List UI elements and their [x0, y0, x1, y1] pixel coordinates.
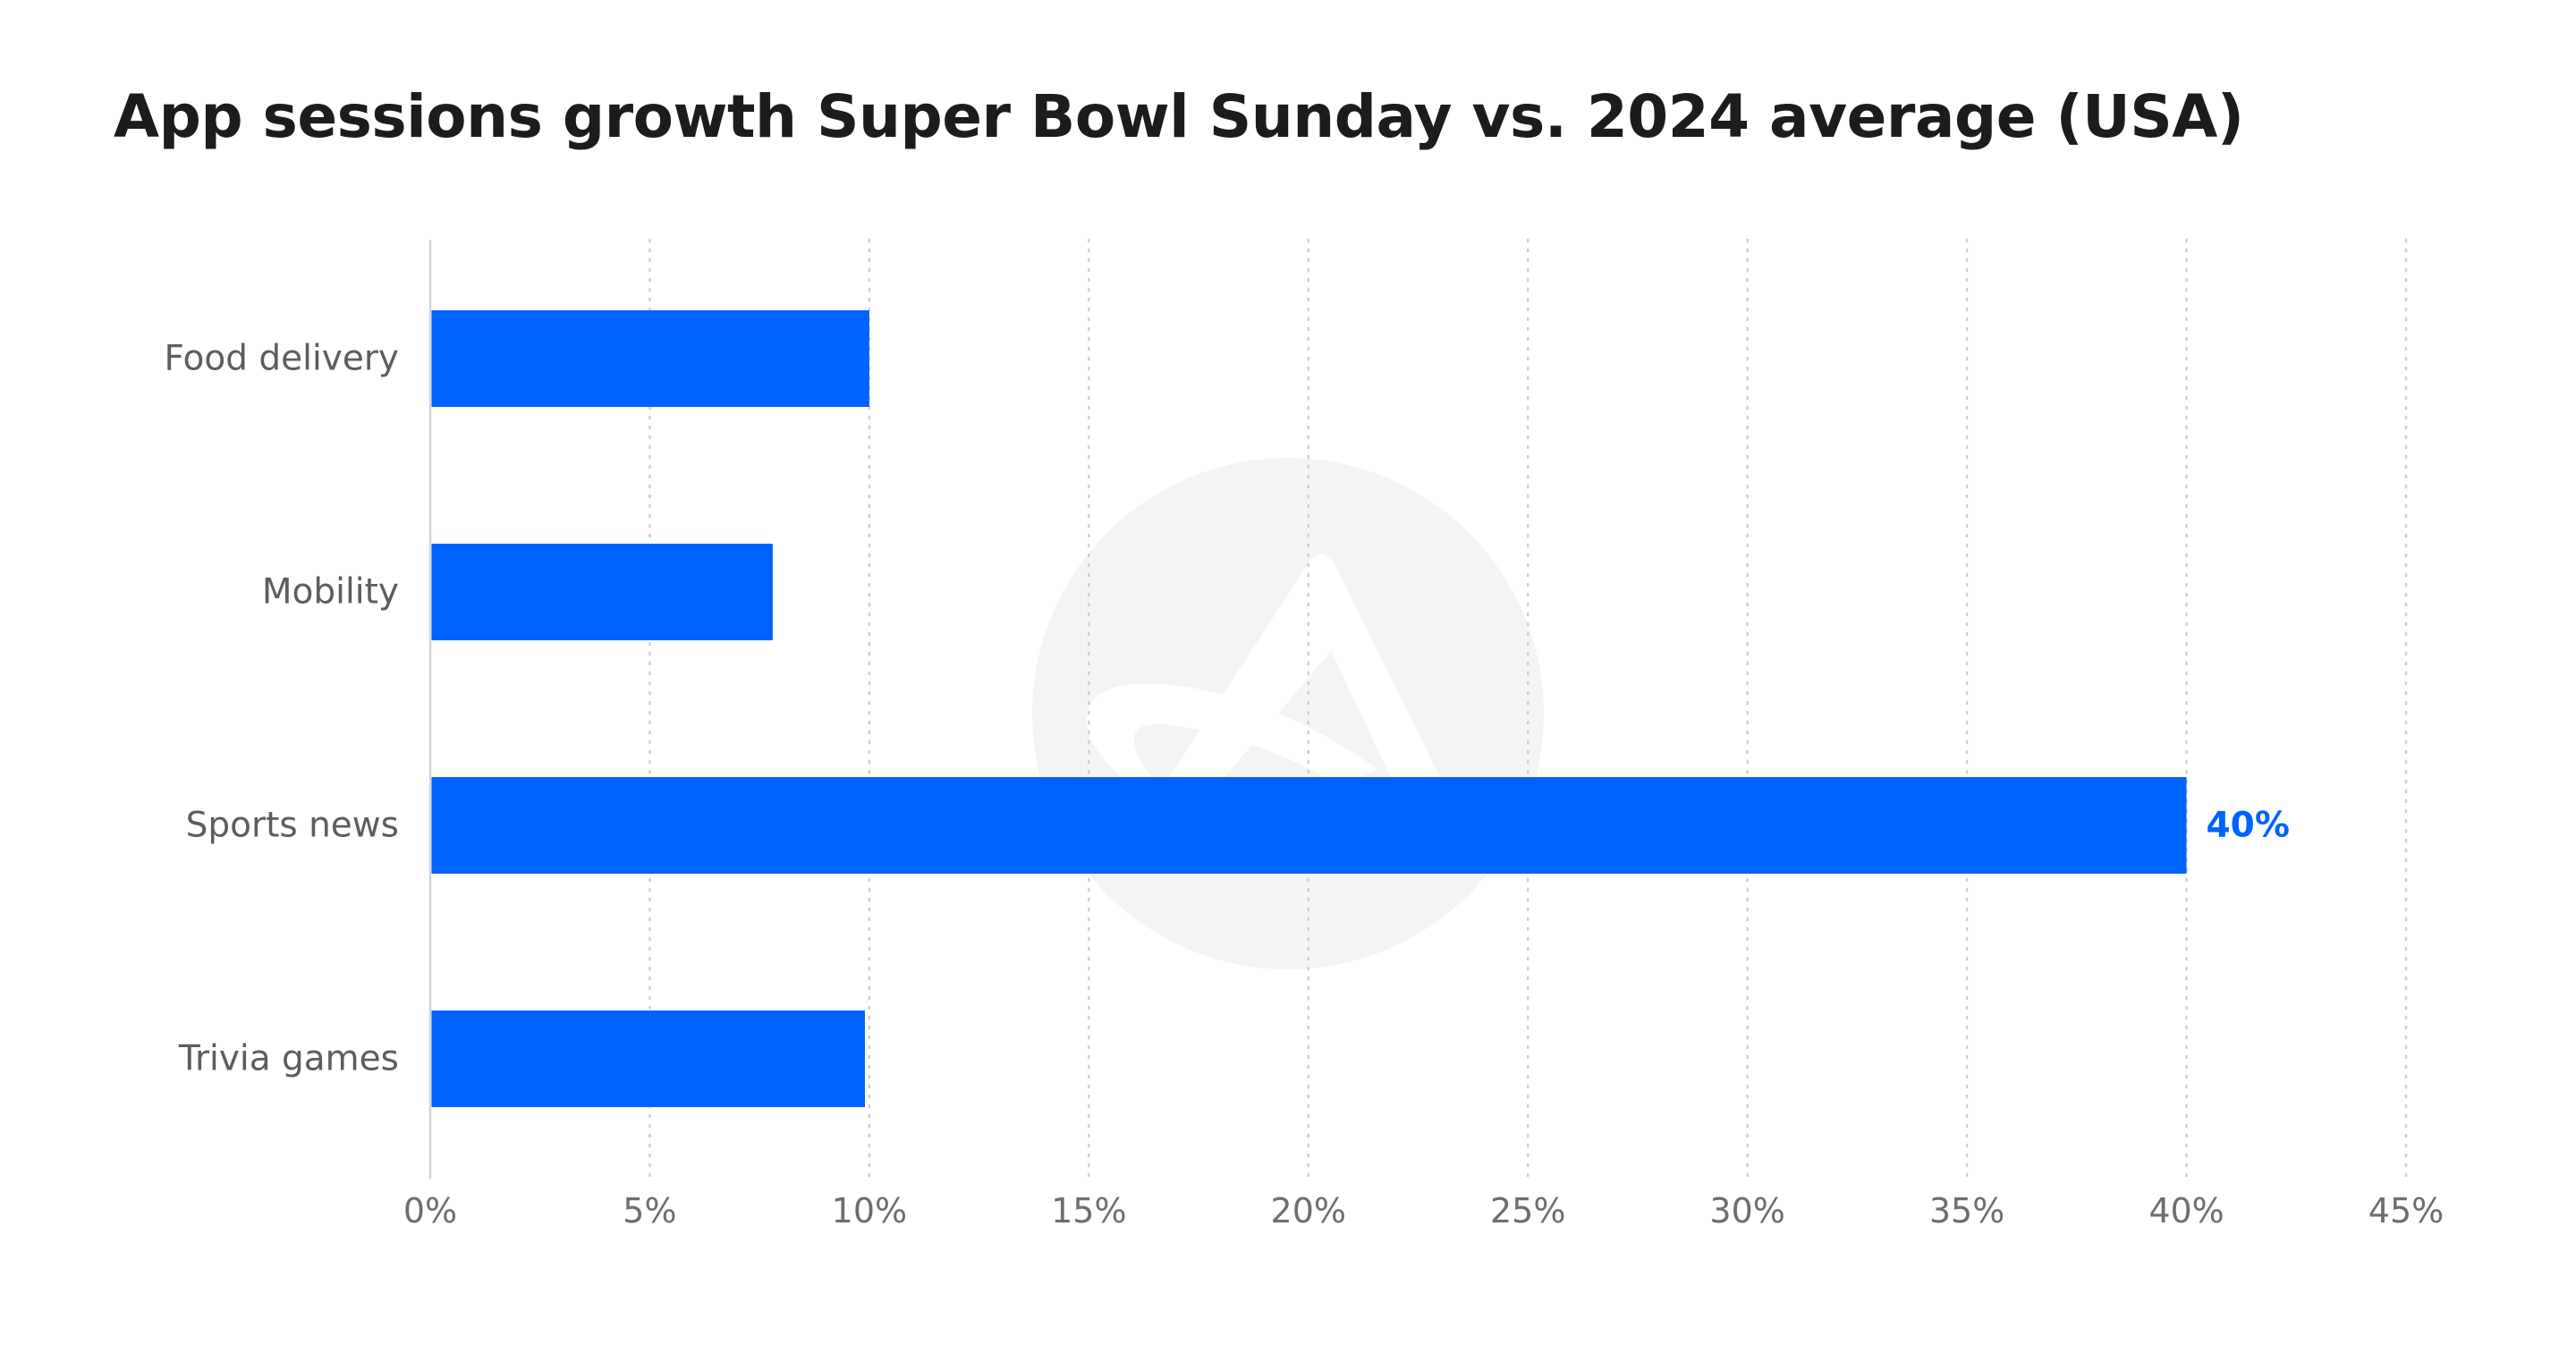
chart-title: App sessions growth Super Bowl Sunday vs…	[114, 82, 2244, 151]
bar	[431, 1011, 865, 1107]
x-tick-label: 10%	[832, 1191, 907, 1230]
category-label: Sports news	[186, 806, 399, 846]
x-tick-labels: 0% 5% 10% 15% 20% 25% 30% 35% 40% 45%	[403, 1191, 2444, 1230]
x-tick-label: 40%	[2148, 1191, 2224, 1230]
bars	[431, 310, 2187, 1107]
category-label: Trivia games	[178, 1039, 399, 1079]
x-tick-label: 45%	[2368, 1191, 2444, 1230]
x-tick-label: 25%	[1490, 1191, 1565, 1230]
data-labels: 40%	[2207, 806, 2290, 846]
bar	[431, 310, 869, 407]
bar	[431, 544, 773, 640]
data-label: 40%	[2207, 806, 2290, 846]
x-tick-label: 0%	[403, 1191, 457, 1230]
x-tick-label: 35%	[1929, 1191, 2004, 1230]
category-label: Mobility	[262, 572, 399, 613]
x-tick-label: 20%	[1271, 1191, 1346, 1230]
bar	[431, 777, 2187, 874]
x-tick-label: 15%	[1051, 1191, 1126, 1230]
category-labels: Food delivery Mobility Sports news Trivia g…	[164, 339, 399, 1079]
category-label: Food delivery	[164, 339, 399, 379]
logo-watermark-icon	[1032, 458, 1544, 969]
x-tick-label: 30%	[1709, 1191, 1784, 1230]
x-tick-label: 5%	[623, 1191, 676, 1230]
